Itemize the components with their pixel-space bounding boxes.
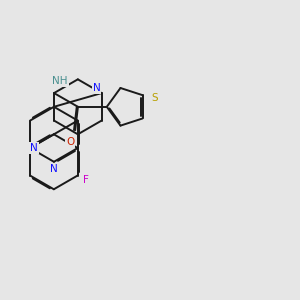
Text: O: O (66, 137, 74, 147)
Text: N: N (93, 83, 100, 93)
Text: F: F (83, 175, 89, 185)
Text: S: S (151, 93, 158, 103)
Text: NH: NH (52, 76, 68, 86)
Text: N: N (50, 164, 58, 174)
Text: N: N (30, 143, 38, 153)
